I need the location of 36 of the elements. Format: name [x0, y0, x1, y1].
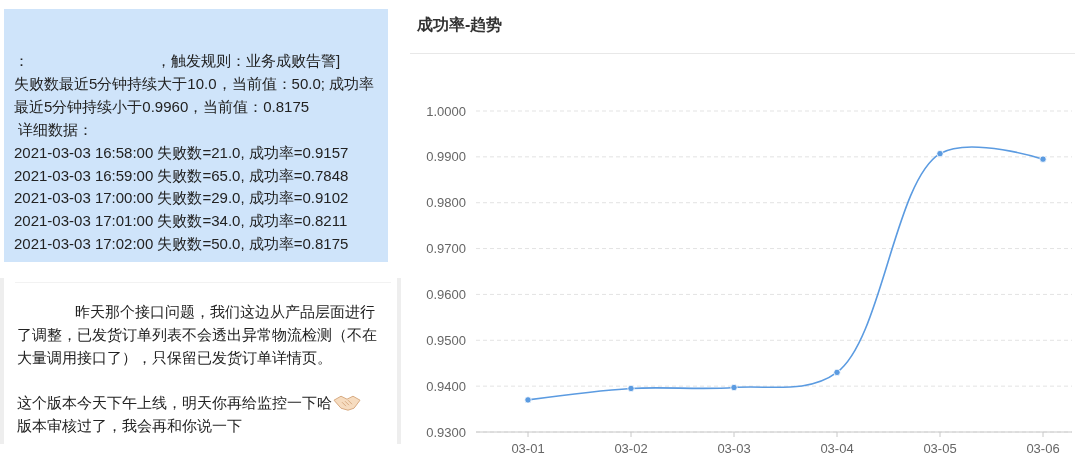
y-tick-label: 0.9700 — [426, 241, 466, 257]
text: 昨天那个接口问题，我们这边从产品层面进行 — [75, 303, 375, 320]
point — [833, 368, 841, 376]
x-tick-label: 03-05 — [923, 441, 957, 456]
x-tick-label: 03-04 — [820, 441, 854, 456]
y-tick-label: 0.9300 — [426, 424, 466, 440]
text: 2021-03-03 16:59:00 失败数=65.0, 成功率=0.7848 — [14, 166, 349, 184]
x-tick-label: 03-03 — [717, 441, 751, 456]
text: 2021-03-03 17:01:00 失败数=34.0, 成功率=0.8211 — [14, 212, 348, 230]
text: 大量调用接口了），只保留已发货订单详情页。 — [17, 348, 332, 366]
x-tick-label: 03-01 — [511, 441, 545, 456]
x-tick-label: 03-06 — [1026, 441, 1060, 456]
point — [1039, 155, 1047, 163]
point — [627, 384, 635, 393]
text: ，触发规则：业务成败告警] — [156, 52, 341, 69]
text: 失败数最近5分钟持续大于10.0，当前值：50.0; 成功率 — [14, 74, 375, 92]
y-tick-label: 0.9500 — [426, 332, 466, 348]
point — [936, 150, 944, 158]
text: 2021-03-03 16:58:00 失败数=21.0, 成功率=0.9157 — [14, 143, 349, 161]
point — [524, 396, 532, 404]
text: ： — [14, 52, 29, 69]
y-tick-label: 0.9800 — [426, 195, 466, 211]
y-tick-label: 1.0000 — [426, 103, 466, 119]
y-tick-label: 0.9400 — [426, 378, 466, 394]
text: 2021-03-03 17:00:00 失败数=29.0, 成功率=0.9102 — [14, 189, 349, 207]
chart-title: 成功率-趋势 — [416, 15, 503, 33]
text: 了调整，已发货订单列表不会透出异常物流检测（不在 — [17, 325, 377, 343]
y-tick-label: 0.9900 — [426, 149, 466, 165]
text: 详细数据： — [18, 120, 93, 138]
point — [730, 383, 738, 392]
x-tick-label: 03-02 — [614, 441, 648, 456]
text: 最近5分钟持续小于0.9960，当前值：0.8175 — [14, 97, 310, 115]
text: 2021-03-03 17:02:00 失败数=50.0, 成功率=0.8175 — [14, 235, 349, 253]
text: 这个版本今天下午上线，明天你再给监控一下哈 — [17, 394, 332, 412]
text: 版本审核过了，我会再和你说一下 — [17, 417, 242, 434]
y-tick-label: 0.9600 — [426, 286, 466, 302]
